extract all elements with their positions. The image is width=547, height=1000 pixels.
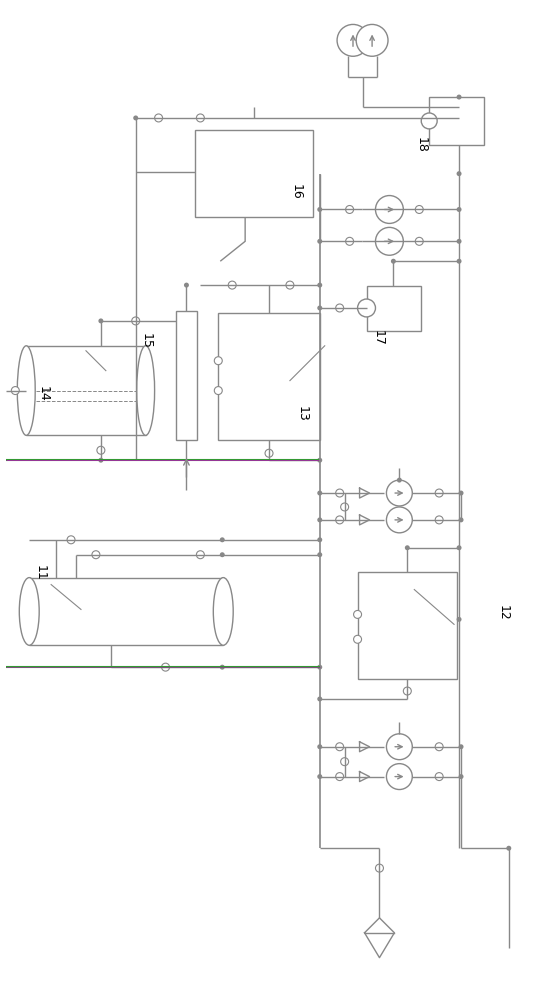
Circle shape xyxy=(337,24,369,56)
Circle shape xyxy=(421,113,437,129)
Circle shape xyxy=(356,24,388,56)
Circle shape xyxy=(317,458,322,463)
Circle shape xyxy=(346,206,353,213)
Bar xyxy=(176,311,197,440)
Circle shape xyxy=(415,206,423,213)
Circle shape xyxy=(265,449,273,457)
Text: 18: 18 xyxy=(415,137,428,153)
Circle shape xyxy=(457,95,462,100)
Bar xyxy=(358,572,457,679)
Circle shape xyxy=(458,517,463,522)
Circle shape xyxy=(317,517,322,522)
Text: 14: 14 xyxy=(37,386,50,402)
Circle shape xyxy=(435,743,443,751)
Circle shape xyxy=(214,387,222,395)
Circle shape xyxy=(457,171,462,176)
Circle shape xyxy=(317,744,322,749)
Circle shape xyxy=(457,259,462,264)
Text: 13: 13 xyxy=(295,406,309,421)
Circle shape xyxy=(386,480,412,506)
Circle shape xyxy=(336,304,344,312)
Circle shape xyxy=(317,305,322,310)
Circle shape xyxy=(458,774,463,779)
Circle shape xyxy=(98,318,103,323)
Circle shape xyxy=(415,237,423,245)
Bar xyxy=(26,346,146,435)
Circle shape xyxy=(336,516,344,524)
Circle shape xyxy=(214,357,222,365)
Circle shape xyxy=(184,283,189,288)
Circle shape xyxy=(457,617,462,622)
Text: 11: 11 xyxy=(34,565,47,581)
Circle shape xyxy=(286,281,294,289)
Circle shape xyxy=(317,239,322,244)
Circle shape xyxy=(317,774,322,779)
Circle shape xyxy=(386,764,412,790)
Bar xyxy=(429,97,484,145)
Circle shape xyxy=(341,503,348,511)
Circle shape xyxy=(353,635,362,643)
Circle shape xyxy=(317,207,322,212)
Circle shape xyxy=(228,281,236,289)
Bar xyxy=(195,130,313,217)
Circle shape xyxy=(133,115,138,120)
Circle shape xyxy=(341,758,348,766)
Circle shape xyxy=(98,458,103,463)
Text: 15: 15 xyxy=(140,333,153,349)
Circle shape xyxy=(97,446,105,454)
Circle shape xyxy=(397,478,402,483)
Bar xyxy=(29,578,223,645)
Circle shape xyxy=(457,239,462,244)
Circle shape xyxy=(317,552,322,557)
Circle shape xyxy=(317,665,322,670)
Circle shape xyxy=(317,696,322,701)
Circle shape xyxy=(507,846,511,851)
Circle shape xyxy=(386,734,412,760)
Circle shape xyxy=(317,283,322,288)
Bar xyxy=(218,313,320,440)
Circle shape xyxy=(317,537,322,542)
Circle shape xyxy=(155,114,162,122)
Circle shape xyxy=(336,489,344,497)
Circle shape xyxy=(435,516,443,524)
Circle shape xyxy=(375,864,383,872)
Circle shape xyxy=(435,489,443,497)
Ellipse shape xyxy=(19,578,39,645)
Circle shape xyxy=(132,317,139,325)
Circle shape xyxy=(11,387,19,395)
Circle shape xyxy=(435,773,443,781)
Ellipse shape xyxy=(18,346,35,435)
Text: 12: 12 xyxy=(497,605,510,620)
Circle shape xyxy=(457,545,462,550)
Circle shape xyxy=(375,196,403,223)
Circle shape xyxy=(220,665,225,670)
Circle shape xyxy=(358,299,375,317)
Ellipse shape xyxy=(137,346,155,435)
Circle shape xyxy=(317,491,322,496)
Text: 16: 16 xyxy=(290,184,303,200)
Circle shape xyxy=(386,507,412,533)
Circle shape xyxy=(405,545,410,550)
Text: 17: 17 xyxy=(371,330,385,346)
Circle shape xyxy=(336,773,344,781)
Circle shape xyxy=(375,227,403,255)
Circle shape xyxy=(67,536,75,544)
Circle shape xyxy=(391,259,396,264)
Circle shape xyxy=(220,552,225,557)
Circle shape xyxy=(220,537,225,542)
Circle shape xyxy=(336,743,344,751)
Ellipse shape xyxy=(213,578,233,645)
Circle shape xyxy=(196,551,205,559)
Circle shape xyxy=(196,114,205,122)
Bar xyxy=(366,286,421,331)
Circle shape xyxy=(353,610,362,618)
Circle shape xyxy=(458,744,463,749)
Circle shape xyxy=(346,237,353,245)
Circle shape xyxy=(458,491,463,496)
Circle shape xyxy=(457,207,462,212)
Circle shape xyxy=(161,663,170,671)
Circle shape xyxy=(403,687,411,695)
Circle shape xyxy=(92,551,100,559)
